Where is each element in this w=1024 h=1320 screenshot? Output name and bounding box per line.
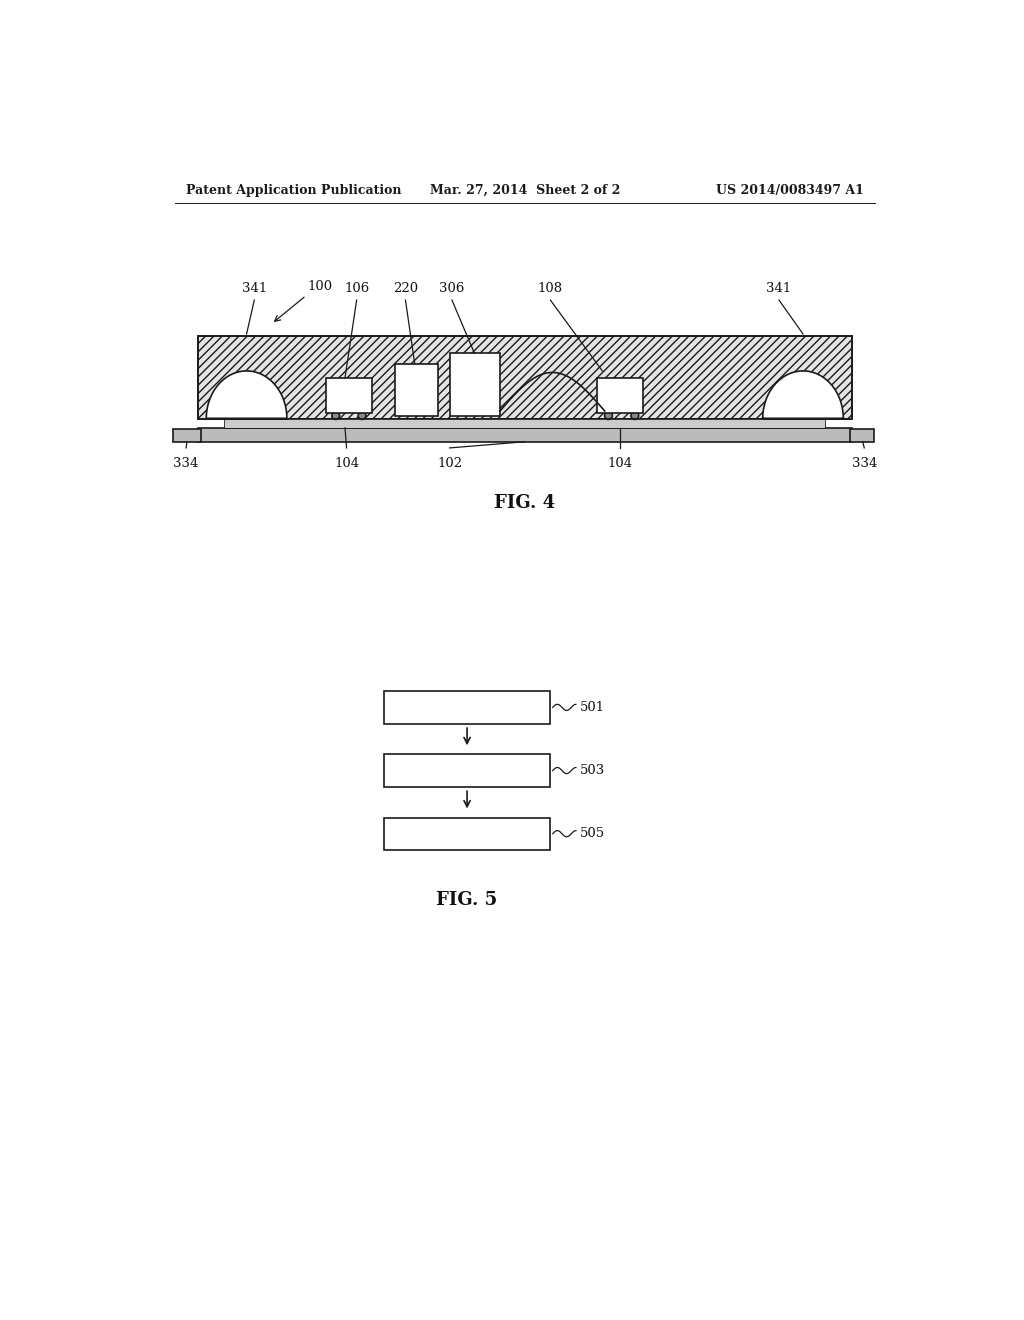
Text: Mar. 27, 2014  Sheet 2 of 2: Mar. 27, 2014 Sheet 2 of 2 — [430, 185, 620, 197]
Text: 334: 334 — [852, 457, 877, 470]
Text: 341: 341 — [242, 281, 267, 294]
Text: FIG. 4: FIG. 4 — [495, 495, 555, 512]
Circle shape — [358, 412, 366, 420]
Text: 104: 104 — [607, 457, 633, 470]
Bar — [384, 755, 550, 787]
Text: FIG. 5: FIG. 5 — [436, 891, 498, 909]
Text: 220: 220 — [393, 281, 418, 294]
Polygon shape — [763, 371, 844, 418]
Bar — [198, 335, 852, 418]
Circle shape — [604, 412, 612, 420]
Bar — [384, 692, 550, 723]
Text: 106: 106 — [344, 281, 370, 294]
Text: 104: 104 — [334, 457, 359, 470]
Text: Patent Application Publication: Patent Application Publication — [186, 185, 401, 197]
Bar — [198, 335, 852, 418]
Bar — [326, 378, 372, 412]
Polygon shape — [206, 371, 287, 418]
Text: 341: 341 — [766, 281, 792, 294]
Text: 505: 505 — [580, 828, 605, 841]
Bar — [850, 429, 874, 442]
Circle shape — [631, 412, 639, 420]
Text: 100: 100 — [308, 280, 333, 293]
Bar — [173, 429, 201, 442]
Text: 334: 334 — [173, 457, 199, 470]
Text: 503: 503 — [580, 764, 605, 777]
Text: 102: 102 — [437, 457, 462, 470]
Text: 108: 108 — [538, 281, 563, 294]
Circle shape — [332, 412, 340, 420]
Bar — [225, 418, 824, 428]
Bar — [198, 428, 852, 442]
Bar — [395, 364, 438, 416]
Text: 501: 501 — [580, 701, 605, 714]
Bar — [225, 418, 824, 428]
Text: 306: 306 — [439, 281, 465, 294]
Text: US 2014/0083497 A1: US 2014/0083497 A1 — [717, 185, 864, 197]
Bar — [597, 378, 643, 412]
Bar — [450, 354, 500, 416]
Bar — [384, 817, 550, 850]
